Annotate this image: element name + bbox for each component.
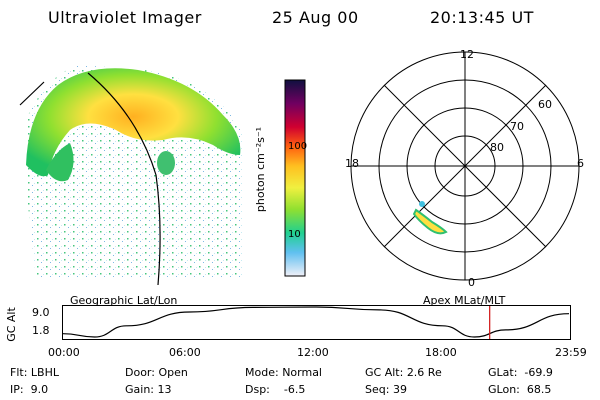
colorbar: [284, 79, 306, 277]
altitude-timeline: [62, 305, 571, 340]
mlt-label-0: 0: [468, 276, 475, 289]
timeline-x-tick-0000: 00:00: [48, 346, 80, 359]
terminator-line: [87, 72, 161, 286]
timeline-y-label: GC Alt: [4, 307, 18, 342]
lat-label-70: 70: [510, 120, 524, 133]
apex-caption: Apex MLat/MLT: [423, 294, 506, 307]
status-value: -6.5: [283, 383, 306, 396]
timeline-x-tick-1800: 18:00: [425, 346, 457, 359]
timeline-x-tick-2359: 23:59: [555, 346, 587, 359]
status-gain: Gain: 13: [125, 383, 172, 396]
lat-label-60: 60: [538, 98, 552, 111]
status-ip: IP: 9.0: [10, 383, 48, 396]
lat-label-80: 80: [490, 141, 504, 154]
status-mode: Mode: Normal: [245, 366, 322, 379]
auroral-spot: [157, 151, 175, 175]
status-value: Normal: [282, 366, 322, 379]
status-value: 68.5: [526, 383, 552, 396]
status-label: GC Alt:: [365, 366, 404, 379]
status-label: GLat:: [488, 366, 518, 379]
limb-tick: [19, 81, 45, 106]
observation-time: 20:13:45 UT: [430, 8, 534, 27]
mlt-label-18: 18: [345, 157, 359, 170]
status-label: IP:: [10, 383, 24, 396]
auroral-oval-emission: [26, 68, 241, 177]
status-label: Gain:: [125, 383, 154, 396]
timeline-x-tick-0600: 06:00: [169, 346, 201, 359]
status-label: GLon:: [488, 383, 520, 396]
status-door: Door: Open: [125, 366, 188, 379]
diagonal-meridian-2: [383, 84, 547, 248]
status-flt: Flt: LBHL: [10, 366, 59, 379]
status-gc-alt: GC Alt: 2.6 Re: [365, 366, 442, 379]
instrument-title: Ultraviolet Imager: [48, 8, 202, 27]
status-label: Dsp:: [245, 383, 270, 396]
polar-auroral-emission: [412, 208, 448, 235]
timeline-y-tick-top: 9.0: [32, 306, 50, 319]
status-value: 2.6 Re: [406, 366, 442, 379]
status-glon: GLon: 68.5: [488, 383, 551, 396]
geographic-caption: Geographic Lat/Lon: [70, 294, 178, 307]
status-value: 13: [157, 383, 172, 396]
status-value: 39: [392, 383, 407, 396]
mlt-label-6: 6: [577, 157, 584, 170]
colorbar-tick-100: 100: [288, 141, 308, 152]
status-glat: GLat: -69.9: [488, 366, 553, 379]
status-label: Seq:: [365, 383, 390, 396]
colorbar-tick-10: 10: [288, 229, 301, 240]
status-label: Flt:: [10, 366, 28, 379]
timeline-x-tick-1200: 12:00: [297, 346, 329, 359]
observation-date: 25 Aug 00: [272, 8, 359, 27]
colorbar-unit-label: photon cm⁻²s⁻¹: [254, 126, 268, 213]
mlt-label-12: 12: [460, 48, 474, 61]
status-value: -69.9: [524, 366, 553, 379]
timeline-frame: [62, 305, 571, 340]
status-value: LBHL: [30, 366, 59, 379]
status-value: Open: [158, 366, 188, 379]
status-seq: Seq: 39: [365, 383, 407, 396]
status-label: Mode:: [245, 366, 279, 379]
polar-mlt-plot: [350, 51, 580, 281]
colorbar-scale: [284, 79, 306, 277]
timeline-y-tick-bottom: 1.8: [32, 324, 50, 337]
status-label: Door:: [125, 366, 155, 379]
altitude-curve: [62, 306, 570, 338]
geographic-image: [19, 65, 243, 286]
status-dsp: Dsp: -6.5: [245, 383, 305, 396]
status-value: 9.0: [30, 383, 49, 396]
auroral-patch-left: [46, 143, 74, 182]
polar-emission-spot: [419, 201, 425, 207]
